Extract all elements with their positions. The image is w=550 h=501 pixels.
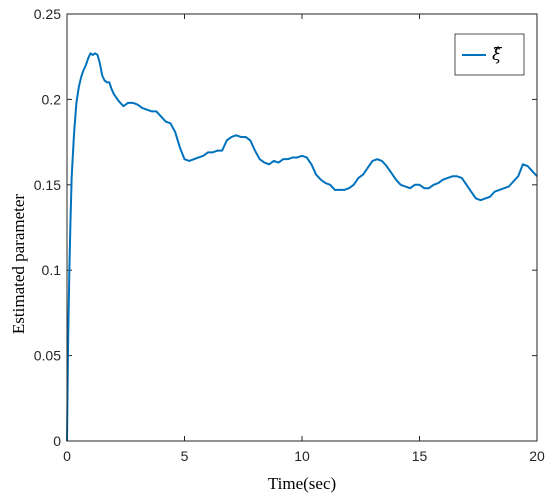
x-tick-label: 20 <box>529 448 545 464</box>
y-tick-label: 0 <box>53 433 61 449</box>
series-line <box>66 52 538 442</box>
x-tick-label: 5 <box>181 448 189 464</box>
y-tick-label: 0.2 <box>42 91 62 107</box>
x-tick-label: 15 <box>412 448 428 464</box>
x-tick-label: 0 <box>63 448 71 464</box>
y-tick-label: 0.05 <box>34 348 61 364</box>
y-tick-label: 0.25 <box>34 6 61 22</box>
y-axis-label: Estimated parameter <box>9 194 28 335</box>
y-tick-label: 0.1 <box>42 262 62 278</box>
legend-label: ξ̂ <box>492 45 503 65</box>
plot-area-frame <box>66 13 538 442</box>
y-tick-label: 0.15 <box>34 177 61 193</box>
x-tick-label: 10 <box>294 448 310 464</box>
x-axis-label: Time(sec) <box>268 474 336 493</box>
